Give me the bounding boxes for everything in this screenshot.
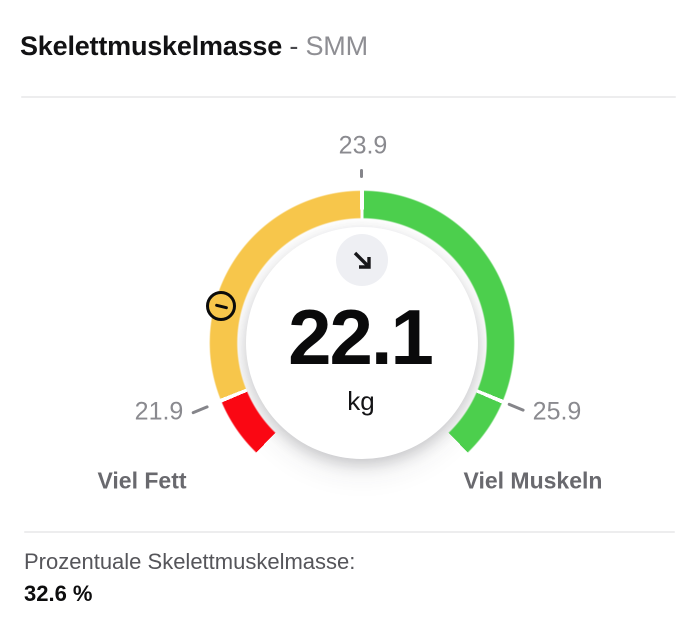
gauge-threshold-label-left: 21.9	[134, 397, 184, 426]
footer-divider	[24, 531, 675, 533]
trend-badge	[336, 234, 388, 286]
title-separator: -	[289, 31, 299, 61]
gauge-marker-needle	[214, 302, 228, 310]
percentage-value: 32.6 %	[24, 581, 93, 606]
page-title: Skelettmuskelmasse - SMM	[20, 31, 368, 62]
gauge-threshold-label-right: 25.9	[532, 397, 582, 426]
header-divider	[21, 96, 676, 98]
gauge-unit: kg	[347, 386, 375, 416]
gauge-threshold-label-top: 23.9	[338, 131, 388, 160]
gauge-zone-label-fat: Viel Fett	[97, 467, 187, 494]
percentage-label: Prozentuale Skelettmuskelmasse:	[24, 549, 356, 574]
arrow-down-right-icon	[353, 251, 371, 269]
title-abbreviation: SMM	[305, 31, 369, 61]
gauge-tick-top	[360, 169, 363, 178]
gauge-tick-right	[507, 402, 526, 412]
title-main: Skelettmuskelmasse	[20, 31, 283, 61]
gauge-tick-left	[191, 405, 210, 415]
gauge-zone-label-muscle: Viel Muskeln	[463, 467, 603, 494]
gauge-value-marker	[206, 291, 236, 321]
gauge-value: 22.1	[288, 293, 434, 381]
